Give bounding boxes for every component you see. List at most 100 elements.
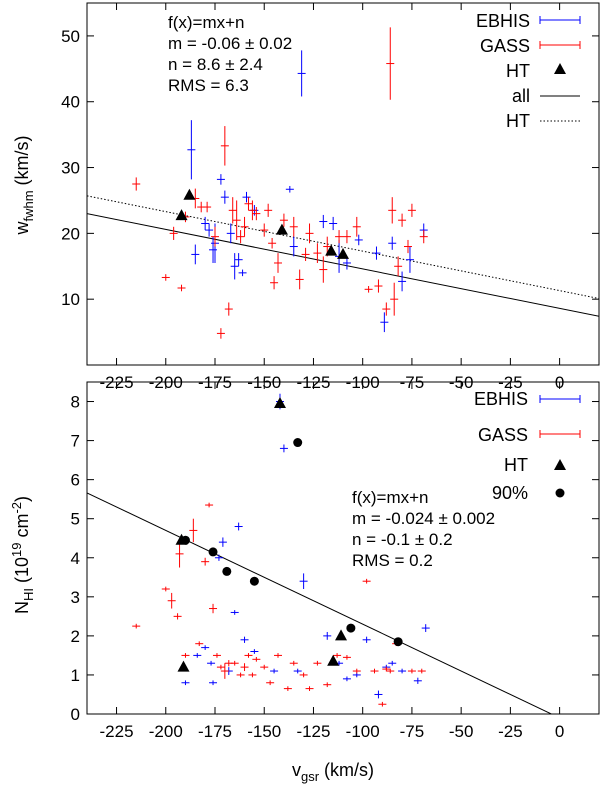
top-gass-errorbar xyxy=(132,177,141,191)
bottom-x-tick-label: 0 xyxy=(555,722,564,741)
bottom-gass-errorbar xyxy=(212,653,221,658)
bottom-y-axis-label: NHI (1019 cm-2) xyxy=(9,496,36,614)
bottom-annotation-line-4: RMS = 0.2 xyxy=(352,551,433,570)
bottom-gass-errorbar xyxy=(244,653,253,658)
bottom-gass-errorbar xyxy=(175,540,184,568)
bottom-gass-errorbar xyxy=(378,701,387,707)
bottom-ebhis-errorbar xyxy=(374,690,383,699)
top-ebhis-errorbar xyxy=(238,269,247,277)
bottom-legend: EBHIS GASS HT 90% xyxy=(474,389,581,503)
bottom-ebhis-errorbar xyxy=(323,631,332,640)
bottom-ebhis-errorbar xyxy=(421,624,430,632)
top-gass-errorbar xyxy=(394,256,403,277)
bottom-x-tick-label: -225 xyxy=(100,722,134,741)
bottom-gass-errorbar xyxy=(132,623,141,629)
top-ebhis-errorbar xyxy=(398,271,407,292)
bottom-gass-errorbar xyxy=(313,660,322,666)
top-gass-errorbar xyxy=(270,276,279,290)
top-legend: EBHIS GASS HT all HT xyxy=(476,11,581,131)
bottom-ebhis-errorbar xyxy=(209,680,218,686)
top-gass-errorbar xyxy=(386,27,395,100)
bottom-y-axis-label-main: N xyxy=(12,601,32,614)
bottom-gass-errorbar xyxy=(230,660,239,666)
bottom-gass-errorbar xyxy=(283,686,292,691)
top-ebhis-errorbar xyxy=(201,216,210,231)
top-gass-errorbar xyxy=(244,197,253,211)
bottom-ebhis-errorbar xyxy=(293,668,302,674)
bottom-90pct-circle-marker xyxy=(249,576,259,586)
bottom-y-axis-label-sup2: -2 xyxy=(9,502,24,514)
top-gass-errorbar xyxy=(289,216,298,237)
top-fit-lines xyxy=(87,195,599,317)
bottom-gass-errorbar xyxy=(417,668,426,674)
top-ebhis-errorbar xyxy=(297,50,306,97)
bottom-gass-errorbar xyxy=(195,641,204,647)
top-gass-errorbar xyxy=(342,230,351,244)
bottom-legend-label-ebhis: EBHIS xyxy=(474,389,528,409)
bottom-x-axis-label: vgsr (km/s) xyxy=(292,760,374,784)
bottom-annotation-line-2: m = -0.024 ± 0.002 xyxy=(352,509,495,528)
bottom-fit-annotation: f(x)=mx+n m = -0.024 ± 0.002 n = -0.1 ± … xyxy=(352,488,495,570)
bottom-gass-errorbar xyxy=(240,663,249,672)
top-legend-sample-gass xyxy=(539,41,581,49)
top-y-axis-label: wfwhm (km/s) xyxy=(12,135,36,235)
bottom-y-tick-label: 1 xyxy=(71,666,80,685)
bottom-y-tick-label: 7 xyxy=(71,432,80,451)
bottom-gass-errorbar xyxy=(209,603,218,614)
bottom-90pct-circle-marker xyxy=(180,535,190,545)
top-ebhis-errorbar xyxy=(187,120,196,180)
bottom-ebhis-errorbar xyxy=(388,660,397,666)
top-gass-errorbar xyxy=(295,269,304,290)
bottom-gass-errorbar xyxy=(205,502,214,508)
bottom-ebhis-errorbar xyxy=(230,610,239,615)
bottom-x-tick-label: -25 xyxy=(498,722,523,741)
top-gass-errorbar xyxy=(224,302,233,316)
top-ebhis-errorbar xyxy=(285,185,294,193)
bottom-axes xyxy=(87,382,599,715)
bottom-annotation-line-3: n = -0.1 ± 0.2 xyxy=(352,530,453,549)
top-annotation-line-2: m = -0.06 ± 0.02 xyxy=(168,34,292,53)
top-ebhis-errorbar xyxy=(220,190,229,204)
bottom-gass-errorbar xyxy=(323,682,332,688)
top-gass-errorbar xyxy=(203,201,212,213)
bottom-y-axis-label-rest3: ) xyxy=(12,496,32,502)
top-ebhis-errorbar xyxy=(289,236,298,257)
bottom-gass-errorbar xyxy=(352,668,361,674)
top-gass-errorbar xyxy=(161,274,170,281)
top-ebhis-errorbar xyxy=(234,253,243,267)
top-y-axis-label-rest: (km/s) xyxy=(12,135,32,190)
bottom-ebhis-errorbar xyxy=(207,660,216,666)
bottom-ebhis-errorbar xyxy=(218,537,227,547)
bottom-gass-errorbar xyxy=(161,586,170,592)
bottom-x-tick-label: -75 xyxy=(400,722,425,741)
top-plot-frame xyxy=(86,2,600,366)
bottom-y-axis-label-sup: 19 xyxy=(9,543,24,557)
bottom-90pct-circle-marker xyxy=(346,623,356,633)
top-panel: -225 -200 -175 -150 -125 -100 -75 -50 -25 0102030… xyxy=(12,2,600,392)
bottom-fit-line-fit xyxy=(87,492,553,714)
top-ht-triangle-marker xyxy=(183,188,196,200)
top-legend-label-gass: GASS xyxy=(480,36,530,56)
top-y-axis-label-sub: fwhm xyxy=(21,190,36,221)
bottom-90pct-circle-marker xyxy=(208,547,218,557)
bottom-y-tick-label: 3 xyxy=(71,588,80,607)
bottom-legend-sample-ht-triangle xyxy=(554,459,566,470)
top-gass-errorbar xyxy=(248,200,257,221)
bottom-y-axis-label-rest: (10 xyxy=(12,557,32,588)
top-ebhis-errorbar xyxy=(405,246,414,273)
top-gass-errorbar xyxy=(374,279,383,293)
top-y-axis-label-main: w xyxy=(12,221,32,236)
bottom-panel: -225 -200 -175 -150 -125 -100 -75 -50 -25 0 0 1 2 3 4 5… xyxy=(9,381,600,784)
top-gass-errorbar xyxy=(388,197,397,224)
top-axes xyxy=(87,3,599,365)
top-ebhis-errorbar xyxy=(209,236,218,263)
bottom-x-tick-label: -125 xyxy=(296,722,330,741)
bottom-y-tick-label: 6 xyxy=(71,471,80,490)
bottom-ebhis-errorbar xyxy=(299,573,308,590)
bottom-gass-errorbar xyxy=(167,592,176,609)
top-gass-errorbar xyxy=(335,230,344,244)
top-gass-errorbar xyxy=(313,243,322,263)
bottom-ebhis-errorbar xyxy=(270,668,279,674)
bottom-ebhis-errorbar xyxy=(193,653,202,658)
bottom-legend-label-90pct: 90% xyxy=(492,483,528,503)
